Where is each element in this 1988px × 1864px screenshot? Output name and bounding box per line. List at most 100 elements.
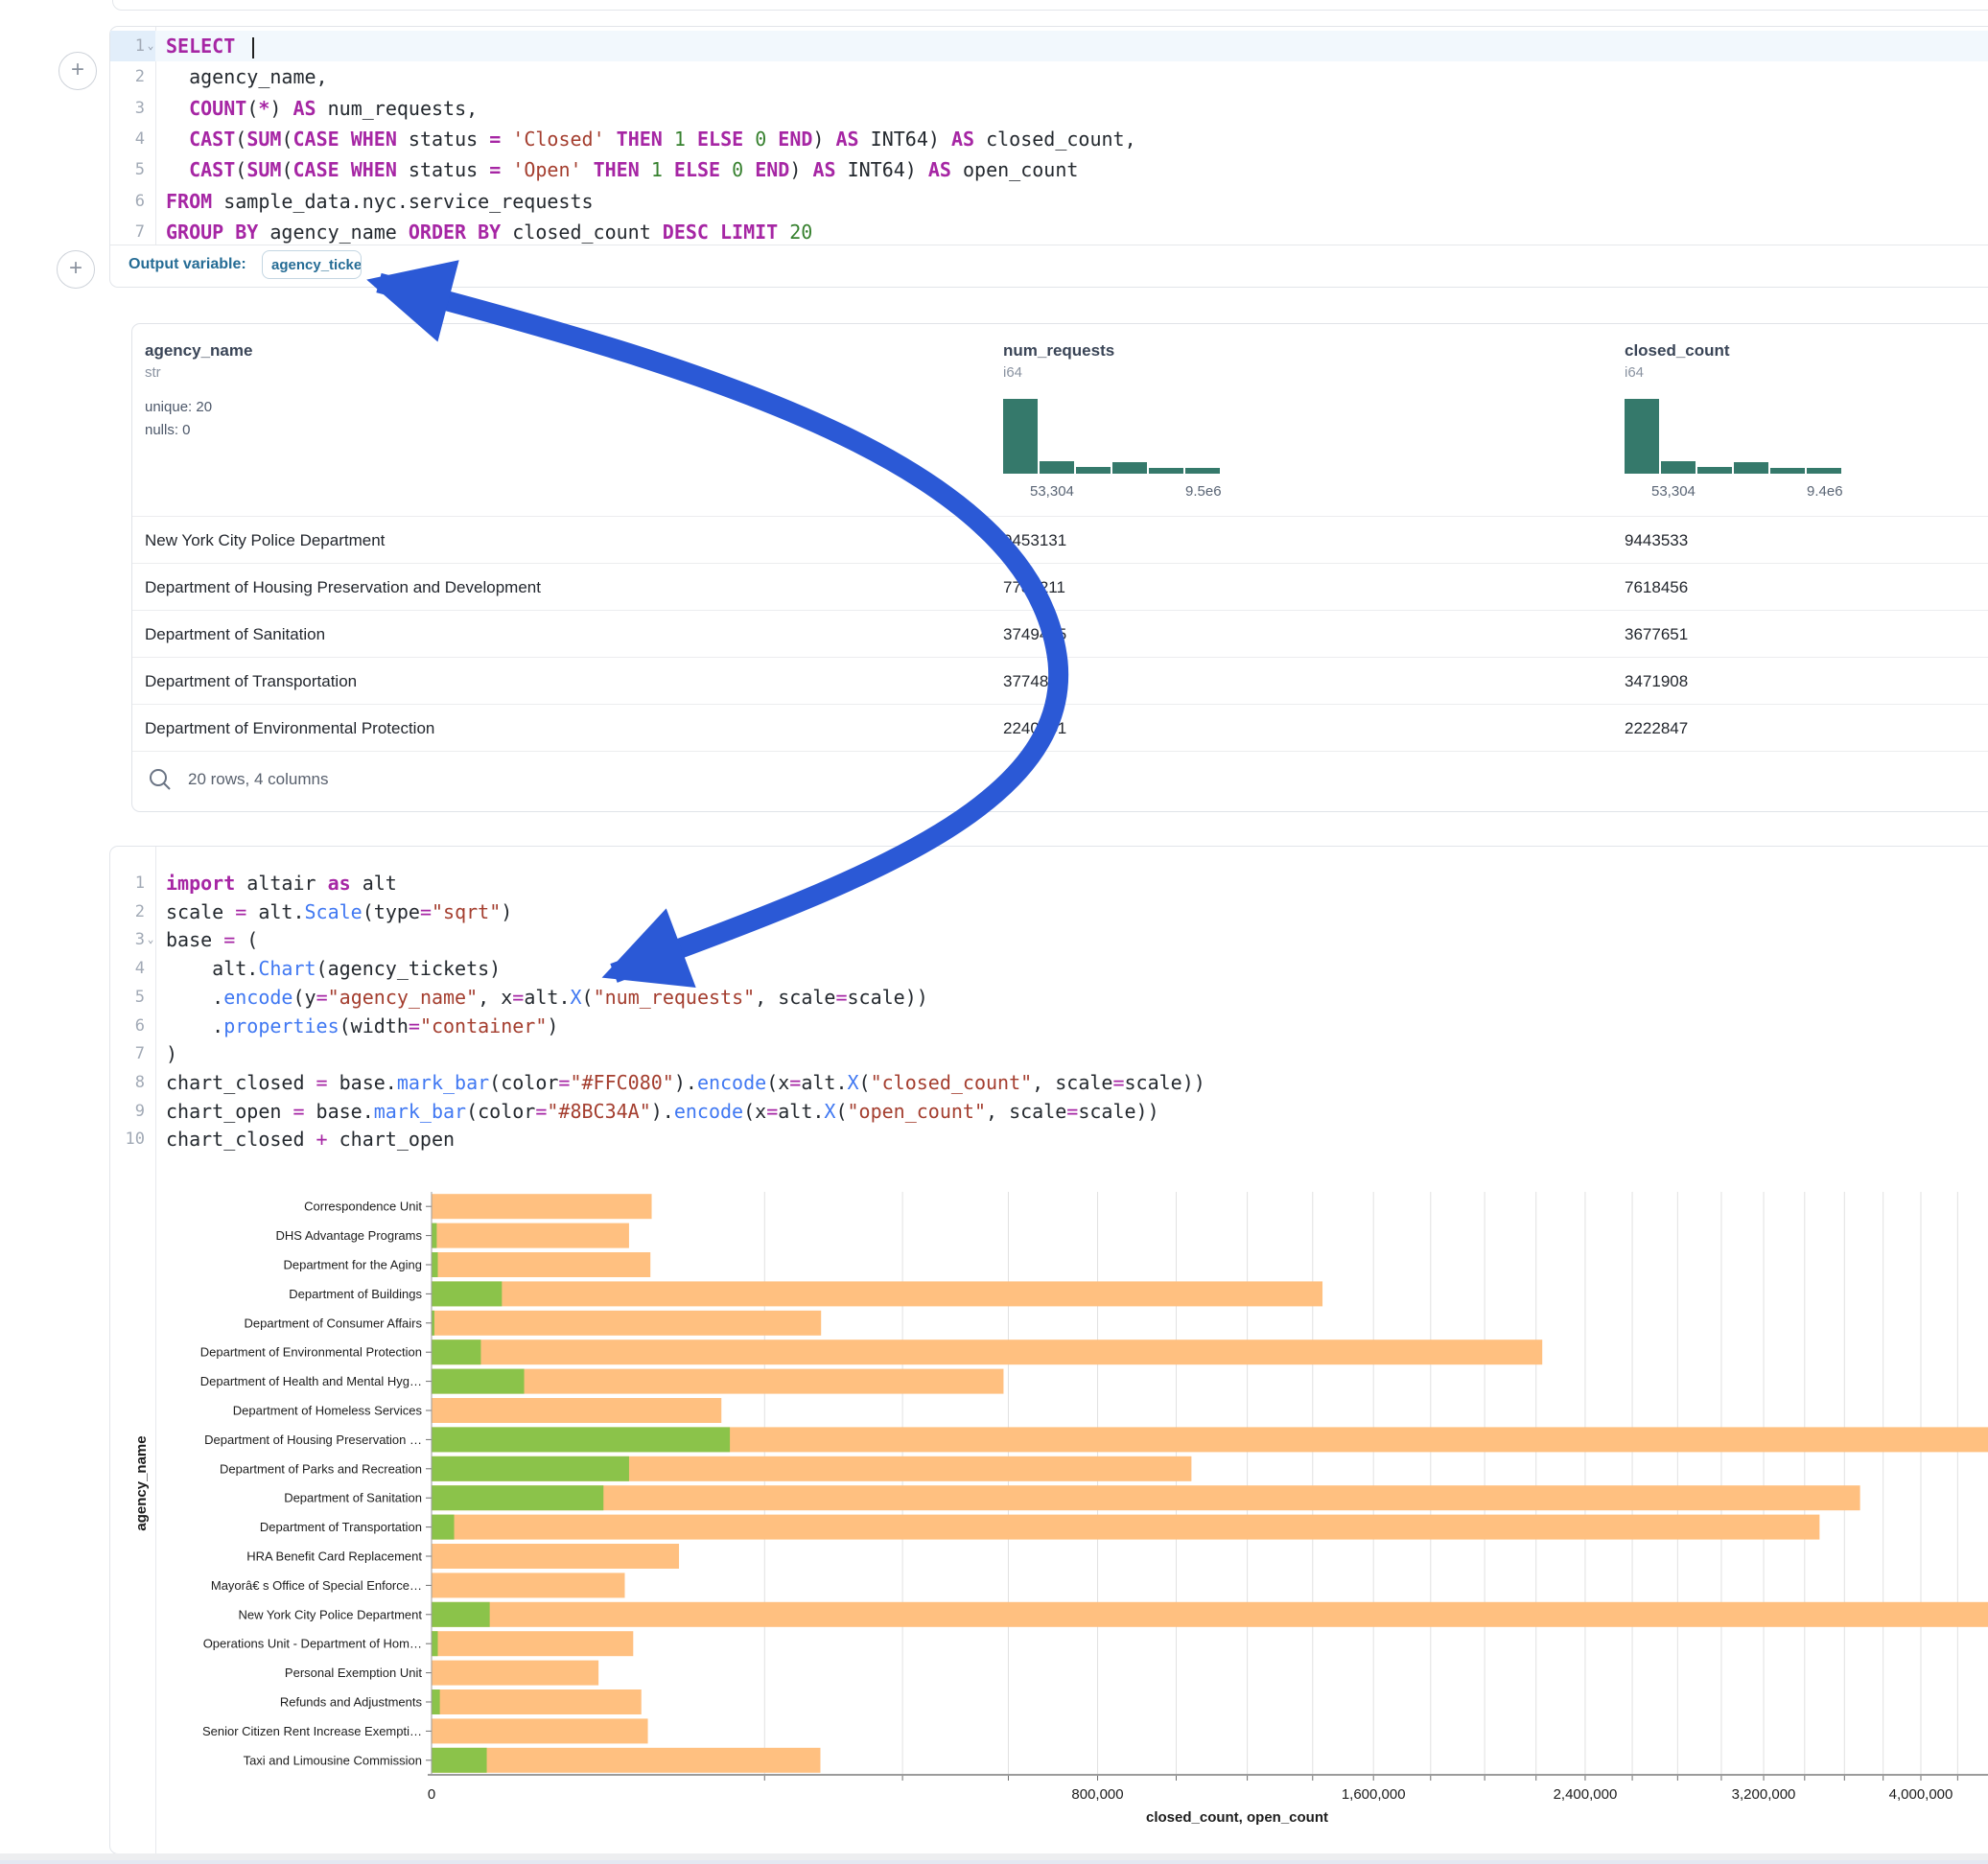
- sql-cell[interactable]: 1 ⌄ SELECT 2 agency_name, 3 COUNT(*) AS num…: [109, 26, 1988, 288]
- code-text: COUNT(*) AS num_requests,: [189, 96, 479, 120]
- table-row: Department of Environmental Protection 22…: [132, 704, 1988, 752]
- code-line[interactable]: 7): [110, 1039, 1988, 1068]
- code-line[interactable]: 2 agency_name,: [110, 61, 1988, 92]
- code-line[interactable]: 9 chart_open = base.mark_bar(color="#8BC3…: [110, 1097, 1988, 1126]
- table-row: Department of Transportation 3774892 34719…: [132, 657, 1988, 705]
- table-footer: 20 rows, 4 columns: [132, 751, 1988, 811]
- line-number: 7: [134, 221, 145, 242]
- histogram-bar: [1076, 467, 1111, 474]
- line-number: 5: [134, 987, 145, 1007]
- code-text: chart_open = base.mark_bar(color="#8BC34…: [166, 1099, 1159, 1123]
- column-name: agency_name: [145, 341, 253, 360]
- code-line[interactable]: 3 ⌄ base = (: [110, 925, 1988, 954]
- code-text: GROUP BY agency_name ORDER BY closed_cou…: [166, 220, 813, 244]
- code-text: base = (: [166, 928, 259, 952]
- code-text: SELECT: [166, 31, 1988, 61]
- code-text: FROM sample_data.nyc.service_requests: [166, 189, 594, 213]
- add-cell-button[interactable]: +: [58, 52, 97, 90]
- table-cell: Department of Sanitation: [145, 625, 326, 643]
- histogram-bar: [1770, 468, 1805, 474]
- code-text: .properties(width="container"): [166, 1014, 559, 1037]
- gutter-divider: [155, 847, 156, 1853]
- code-text: agency_name,: [166, 65, 328, 89]
- output-variable-chip[interactable]: agency_tickets: [262, 250, 362, 279]
- line-number: 1: [134, 874, 145, 893]
- table-cell: Department of Environmental Protection: [145, 719, 435, 737]
- table-cell: 3471908: [1625, 672, 1689, 690]
- code-text: import altair as alt: [166, 872, 397, 895]
- table-header-row: agency_name str unique: 20 nulls: 0 num_requ…: [132, 324, 1988, 517]
- line-number: 4: [134, 959, 145, 979]
- line-number: 9: [134, 1101, 145, 1121]
- line-number: 5: [134, 160, 145, 180]
- column-name: closed_count: [1625, 341, 1730, 360]
- column-type: i64: [1625, 364, 1645, 381]
- code-line[interactable]: 3 COUNT(*) AS num_requests,: [110, 93, 1988, 124]
- histogram-bar: [1003, 399, 1038, 474]
- next-cell-edge: [0, 1860, 1988, 1864]
- column-histogram: 53,304 9.4e6: [1625, 399, 1843, 500]
- histogram-bar: [1734, 462, 1768, 474]
- code-line[interactable]: 1 import altair as alt: [110, 869, 1988, 897]
- histogram-max-label: 9.5e6: [1185, 483, 1222, 500]
- code-line[interactable]: 4 CAST(SUM(CASE WHEN status = 'Closed' T…: [110, 124, 1988, 154]
- code-line[interactable]: 10 chart_closed + chart_open: [110, 1125, 1988, 1153]
- line-number: 8: [134, 1072, 145, 1092]
- column-name: num_requests: [1003, 341, 1115, 360]
- row-count-summary: 20 rows, 4 columns: [188, 770, 329, 788]
- line-number: 2: [134, 901, 145, 921]
- line-number: 2: [134, 67, 145, 87]
- active-line-gutter: [110, 31, 155, 61]
- code-text: chart_closed + chart_open: [166, 1128, 456, 1152]
- output-variable-row: Output variable: agency_tickets: [110, 245, 1988, 287]
- column-histogram: 53,304 9.5e6: [1003, 399, 1222, 500]
- code-line[interactable]: 6 FROM sample_data.nyc.service_requests: [110, 186, 1988, 217]
- result-table: agency_name str unique: 20 nulls: 0 num_requ…: [131, 323, 1988, 812]
- histogram-bar: [1185, 468, 1220, 474]
- code-line[interactable]: 5 .encode(y="agency_name", x=alt.X("num_…: [110, 983, 1988, 1012]
- table-cell: Department of Transportation: [145, 672, 358, 690]
- line-number: 10: [125, 1130, 145, 1150]
- table-cell: 3677651: [1625, 625, 1689, 643]
- table-cell: New York City Police Department: [145, 531, 386, 549]
- histogram-max-label: 9.4e6: [1807, 483, 1843, 500]
- code-line[interactable]: 7 GROUP BY agency_name ORDER BY closed_co…: [110, 217, 1988, 247]
- line-number: 3: [134, 930, 145, 950]
- code-line[interactable]: 6 .properties(width="container"): [110, 1012, 1988, 1040]
- table-cell: 2222847: [1625, 719, 1689, 737]
- page-bottom-strip: [0, 1853, 1988, 1860]
- table-cell: 9443533: [1625, 531, 1689, 549]
- histogram-bar: [1807, 468, 1841, 474]
- code-line[interactable]: 8 chart_closed = base.mark_bar(color="#FF…: [110, 1068, 1988, 1097]
- code-line[interactable]: 5 CAST(SUM(CASE WHEN status = 'Open' THE…: [110, 154, 1988, 185]
- previous-cell-edge: [112, 0, 1988, 11]
- code-line[interactable]: 1 ⌄ SELECT: [110, 31, 1988, 61]
- table-cell: 9453131: [1003, 531, 1067, 549]
- table-row: New York City Police Department 9453131 94…: [132, 516, 1988, 564]
- table-row: Department of Housing Preservation and D…: [132, 563, 1988, 611]
- code-text: CAST(SUM(CASE WHEN status = 'Closed' THE…: [189, 127, 1136, 151]
- histogram-bar: [1040, 461, 1074, 474]
- table-cell: 7618456: [1625, 578, 1689, 596]
- add-cell-button[interactable]: +: [57, 250, 95, 289]
- python-cell[interactable]: 1 import altair as alt 2 scale = alt.Scale(…: [109, 846, 1988, 1854]
- histogram-bar: [1697, 467, 1732, 474]
- column-type: i64: [1003, 364, 1023, 381]
- output-variable-label: Output variable:: [129, 256, 246, 272]
- text-cursor: [252, 36, 255, 58]
- search-icon[interactable]: [148, 767, 173, 797]
- table-cell: 7782211: [1003, 578, 1065, 596]
- line-number: 1: [134, 36, 145, 56]
- code-text: CAST(SUM(CASE WHEN status = 'Open' THEN …: [189, 158, 1079, 182]
- code-line[interactable]: 4 alt.Chart(agency_tickets): [110, 954, 1988, 983]
- line-number: 6: [134, 1015, 145, 1036]
- fold-chevron-icon[interactable]: ⌄: [147, 933, 154, 946]
- code-line[interactable]: 2 scale = alt.Scale(type="sqrt"): [110, 897, 1988, 926]
- column-type: str: [145, 364, 161, 381]
- line-number: 6: [134, 191, 145, 211]
- fold-chevron-icon[interactable]: ⌄: [147, 39, 154, 52]
- table-cell: 2240041: [1003, 719, 1067, 737]
- code-text: .encode(y="agency_name", x=alt.X("num_re…: [166, 985, 928, 1009]
- line-number: 4: [134, 128, 145, 149]
- histogram-bar: [1149, 468, 1183, 474]
